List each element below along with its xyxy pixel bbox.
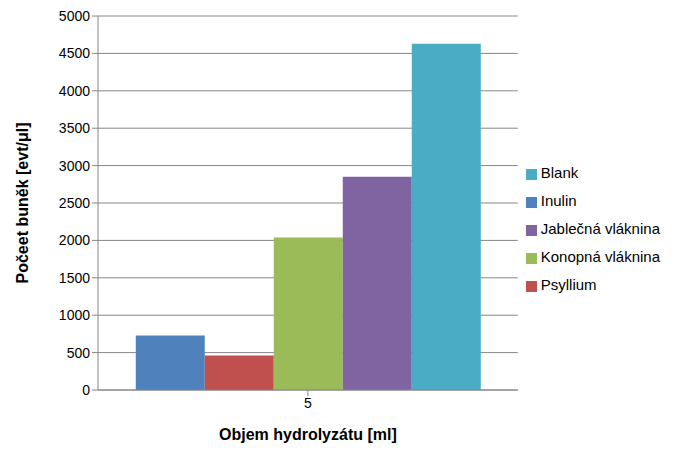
svg-text:2500: 2500 [59, 195, 90, 211]
svg-text:5000: 5000 [59, 8, 90, 24]
svg-text:2000: 2000 [59, 232, 90, 248]
svg-text:500: 500 [67, 345, 91, 361]
svg-text:Objem hydrolyzátu [ml]: Objem hydrolyzátu [ml] [219, 426, 397, 443]
html-text:Konopná vláknina: Konopná vláknina [540, 248, 660, 265]
svg-text:1500: 1500 [59, 270, 90, 286]
svg-text:5: 5 [304, 395, 312, 411]
svg-text:3500: 3500 [59, 120, 90, 136]
html-text:Inulin: Inulin [540, 192, 577, 209]
svg-text:4000: 4000 [59, 83, 90, 99]
html-text:Psyllium: Psyllium [540, 276, 597, 293]
svg-text:4500: 4500 [59, 45, 90, 61]
svg-text:Počeet buněk [evt/μl]: Počeet buněk [evt/μl] [14, 123, 31, 284]
svg-text:3000: 3000 [59, 158, 90, 174]
svg-text:0: 0 [82, 382, 90, 398]
html-text:Jablečná vláknina: Jablečná vláknina [540, 220, 660, 237]
svg-text:1000: 1000 [59, 307, 90, 323]
html-text:Blank: Blank [540, 164, 579, 181]
